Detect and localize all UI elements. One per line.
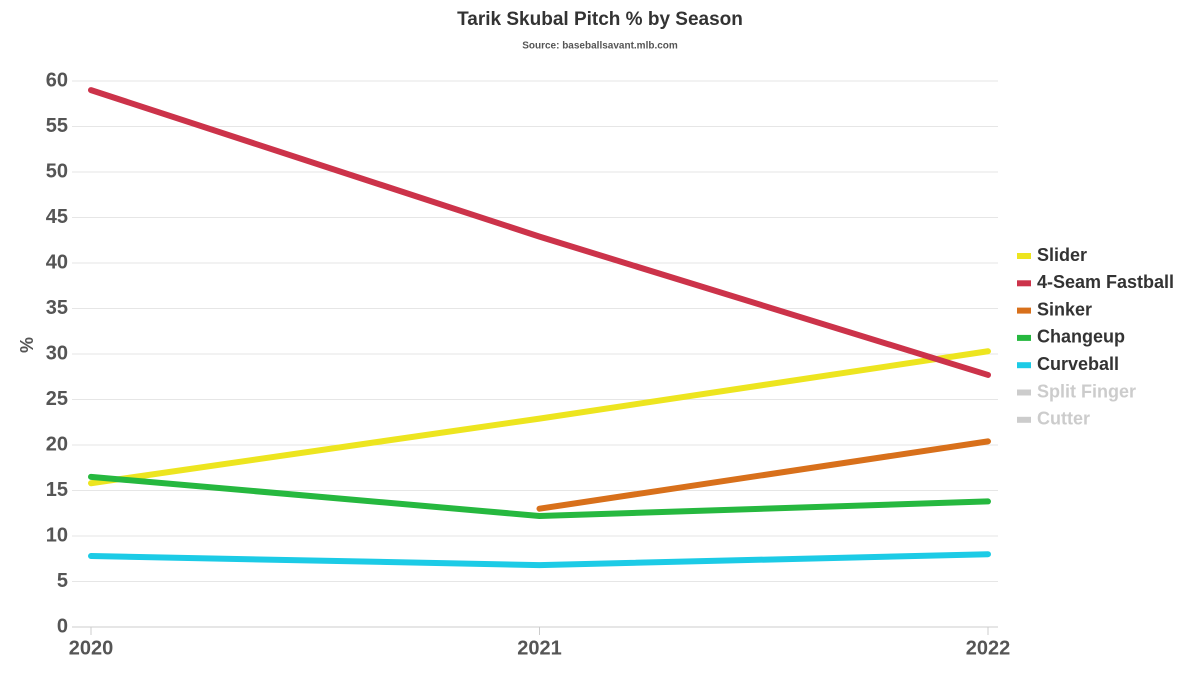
legend-swatch: [1017, 253, 1031, 259]
x-tick-label: 2020: [69, 637, 114, 659]
legend-swatch: [1017, 334, 1031, 341]
y-tick-label: 45: [46, 206, 68, 228]
y-tick-label: 10: [46, 524, 68, 546]
y-tick-label: 40: [46, 251, 68, 273]
y-tick-label: 15: [46, 479, 68, 501]
y-tick-label: 25: [46, 388, 68, 410]
x-tick-label: 2022: [966, 637, 1011, 659]
legend-label: Split Finger: [1037, 381, 1136, 401]
legend-label: Cutter: [1037, 409, 1090, 429]
legend-label: Curveball: [1037, 354, 1119, 374]
x-tick-label: 2021: [517, 637, 562, 659]
series-line: [88, 87, 991, 378]
y-tick-label: 30: [46, 342, 68, 364]
legend-label: 4-Seam Fastball: [1037, 272, 1174, 292]
y-tick-label: 55: [46, 115, 68, 137]
legend-swatch: [1017, 416, 1031, 423]
legend-label: Sinker: [1037, 299, 1092, 319]
y-tick-label: 20: [46, 433, 68, 455]
y-tick-label: 0: [57, 615, 68, 637]
chart-subtitle: Source: baseballsavant.mlb.com: [522, 41, 678, 52]
y-tick-label: 50: [46, 160, 68, 182]
series-line: [88, 551, 991, 569]
series-line: [536, 438, 991, 512]
legend-swatch: [1017, 389, 1031, 396]
series-line: [88, 473, 991, 519]
y-tick-label: 5: [57, 570, 68, 592]
legend-label: Changeup: [1037, 327, 1125, 347]
legend-swatch: [1017, 307, 1031, 314]
chart-title: Tarik Skubal Pitch % by Season: [457, 9, 743, 30]
series-line: [88, 348, 991, 487]
y-tick-label: 35: [46, 297, 68, 319]
legend-swatch: [1017, 280, 1031, 287]
y-tick-label: 60: [46, 69, 68, 91]
y-axis-label: %: [17, 337, 37, 353]
legend-label: Slider: [1037, 245, 1087, 265]
legend-swatch: [1017, 362, 1031, 369]
